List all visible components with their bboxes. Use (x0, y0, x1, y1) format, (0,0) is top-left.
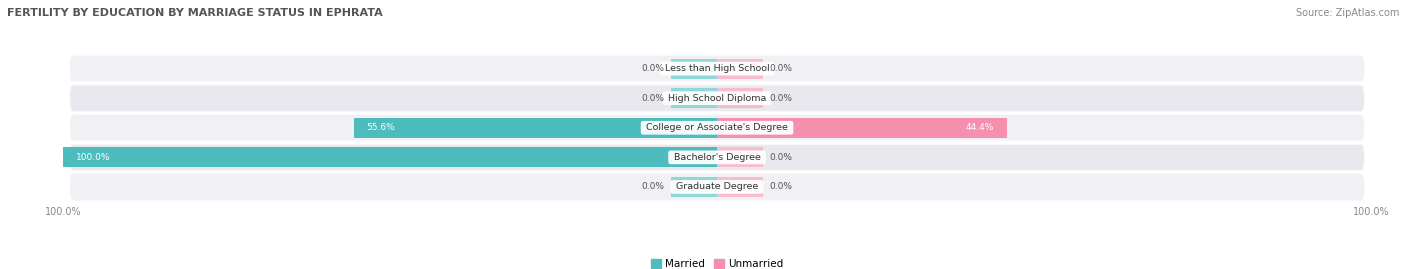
Text: 0.0%: 0.0% (769, 153, 793, 162)
FancyBboxPatch shape (70, 174, 1364, 200)
Text: Source: ZipAtlas.com: Source: ZipAtlas.com (1295, 8, 1399, 18)
FancyBboxPatch shape (70, 55, 1364, 82)
Bar (717, 147, 763, 167)
FancyBboxPatch shape (70, 115, 1364, 141)
Text: High School Diploma: High School Diploma (665, 94, 769, 103)
FancyBboxPatch shape (70, 115, 1364, 141)
Bar (717, 59, 763, 79)
FancyBboxPatch shape (70, 85, 1364, 111)
FancyBboxPatch shape (70, 174, 1364, 200)
FancyBboxPatch shape (70, 144, 1364, 171)
Text: College or Associate's Degree: College or Associate's Degree (643, 123, 792, 132)
Text: Graduate Degree: Graduate Degree (673, 182, 761, 192)
Text: 0.0%: 0.0% (769, 182, 793, 192)
Bar (717, 88, 763, 108)
Bar (671, 177, 717, 197)
Legend: Married, Unmarried: Married, Unmarried (647, 255, 787, 269)
Bar (671, 59, 717, 79)
Text: Bachelor's Degree: Bachelor's Degree (671, 153, 763, 162)
Bar (717, 177, 763, 197)
Bar (63, 147, 717, 167)
Bar (353, 118, 717, 138)
Text: 0.0%: 0.0% (769, 94, 793, 103)
Text: FERTILITY BY EDUCATION BY MARRIAGE STATUS IN EPHRATA: FERTILITY BY EDUCATION BY MARRIAGE STATU… (7, 8, 382, 18)
Bar (671, 88, 717, 108)
Text: 0.0%: 0.0% (769, 64, 793, 73)
Text: Less than High School: Less than High School (662, 64, 772, 73)
Text: 44.4%: 44.4% (966, 123, 994, 132)
FancyBboxPatch shape (70, 56, 1364, 82)
Text: 0.0%: 0.0% (641, 64, 665, 73)
Text: 100.0%: 100.0% (76, 153, 111, 162)
Text: 55.6%: 55.6% (367, 123, 395, 132)
Text: 0.0%: 0.0% (641, 94, 665, 103)
Bar (717, 118, 1007, 138)
FancyBboxPatch shape (70, 144, 1364, 170)
FancyBboxPatch shape (70, 85, 1364, 111)
Text: 0.0%: 0.0% (641, 182, 665, 192)
